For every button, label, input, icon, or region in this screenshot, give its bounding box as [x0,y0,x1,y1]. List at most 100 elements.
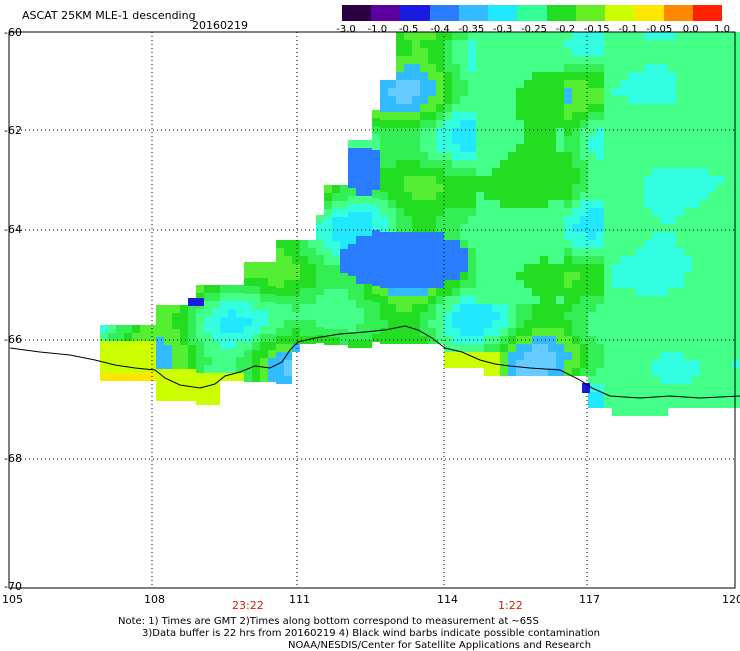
swath-cell [708,288,716,296]
swath-cell [716,112,724,120]
swath-cell [572,32,580,40]
swath-cell [244,326,252,334]
swath-cell [668,40,676,48]
swath-cell [588,224,596,232]
swath-cell [732,304,740,312]
swath-cell [228,333,236,341]
swath-cell [220,325,228,333]
swath-cell [620,304,628,312]
swath-cell [388,200,396,208]
swath-cell [476,224,484,232]
swath-cell [716,400,724,408]
swath-cell [732,224,740,232]
swath-cell [564,96,572,104]
swath-cell [460,288,468,296]
swath-cell [484,184,492,192]
swath-cell [532,264,540,272]
swath-cell [660,200,668,208]
swath-cell [236,325,244,333]
swath-cell [140,333,148,341]
swath-cell [236,349,244,357]
swath-cell [388,328,396,336]
swath-cell [412,200,420,208]
swath-cell [676,200,684,208]
swath-cell [572,344,580,352]
swath-cell [580,160,588,168]
swath-cell [292,296,300,304]
swath-cell [348,172,356,180]
swath-cell [316,247,324,255]
swath-cell [428,216,436,224]
swath-cell [660,376,668,384]
swath-cell [516,96,524,104]
swath-cell [444,160,452,168]
swath-cell [284,304,292,312]
swath-cell [556,136,564,144]
swath-cell [364,308,372,316]
swath-cell [708,40,716,48]
swath-cell [196,293,204,301]
swath-cell [188,353,196,361]
swath-cell [428,328,436,336]
swath-cell [340,337,348,345]
swath-cell [692,136,700,144]
swath-cell [684,304,692,312]
swath-cell [348,148,356,156]
swath-cell [604,96,612,104]
swath-cell [732,288,740,296]
swath-cell [564,224,572,232]
swath-cell [620,120,628,128]
swath-cell [428,40,436,48]
swath-cell [420,208,428,216]
swath-cell [564,48,572,56]
swath-cell [412,104,420,112]
swath-cell [540,352,548,360]
swath-cell [564,320,572,328]
swath-cell [700,136,708,144]
swath-cell [724,352,732,360]
swath-cell [556,192,564,200]
swath-cell [300,240,308,248]
swath-cell [676,400,684,408]
swath-cell [348,252,356,260]
swath-cell [292,304,300,312]
swath-cell [540,96,548,104]
swath-cell [236,293,244,301]
swath-cell [404,208,412,216]
swath-cell [556,176,564,184]
swath-cell [668,224,676,232]
swath-cell [580,328,588,336]
swath-cell [380,264,388,272]
swath-cell [476,40,484,48]
swath-cell [556,120,564,128]
swath-cell [468,312,476,320]
swath-cell [500,240,508,248]
swath-cell [548,240,556,248]
swath-cell [468,160,476,168]
swath-cell [228,317,236,325]
swath-cell [132,349,140,357]
swath-cell [604,128,612,136]
swath-cell [140,341,148,349]
swath-cell [412,192,420,200]
swath-cell [708,336,716,344]
swath-cell [420,288,428,296]
swath-cell [124,325,132,333]
swath-cell [388,168,396,176]
swath-cell [524,320,532,328]
swath-cell [116,365,124,373]
swath-cell [684,280,692,288]
swath-cell [268,318,276,326]
swath-cell [452,264,460,272]
swath-cell [532,344,540,352]
swath-cell [372,190,380,198]
swath-cell [708,368,716,376]
swath-cell [244,294,252,302]
swath-cell [476,184,484,192]
swath-cell [532,328,540,336]
swath-cell [508,352,516,360]
swath-cell [540,272,548,280]
swath-cell [596,160,604,168]
swath-cell [348,180,356,188]
swath-cell [372,230,380,238]
